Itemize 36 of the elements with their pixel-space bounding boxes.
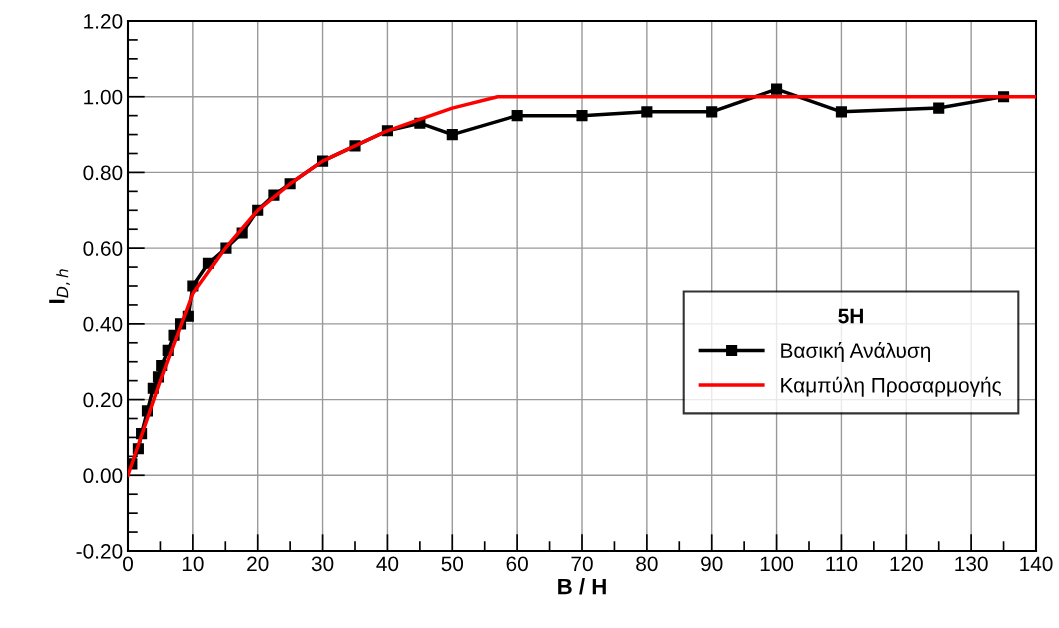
x-tick-label: 70 xyxy=(571,556,593,572)
y-tick-label: 0.60 xyxy=(83,241,123,256)
x-tick-label: 0 xyxy=(123,556,133,572)
point xyxy=(511,110,523,122)
x-tick-label: 30 xyxy=(311,556,334,572)
x-tick-label: 130 xyxy=(955,556,988,572)
x-tick-label: 90 xyxy=(701,556,723,572)
x-tick-label: 120 xyxy=(890,556,923,572)
point xyxy=(446,129,458,141)
legend-label: Καμπύλη Προσαρμογής xyxy=(781,376,1002,397)
x-tick-label: 50 xyxy=(441,556,464,572)
y-tick-label: 0.40 xyxy=(83,316,123,332)
y-tick-label: 0.80 xyxy=(83,165,123,181)
x-tick-label: 100 xyxy=(760,556,794,572)
y-tick-label: 0.00 xyxy=(83,468,123,484)
x-tick-label: 60 xyxy=(506,556,528,572)
x-tick-label: 20 xyxy=(247,556,269,572)
legend-label: Βασική Ανάλυση xyxy=(781,342,931,363)
point xyxy=(576,110,588,122)
legend-title: 5H xyxy=(838,308,863,324)
point xyxy=(835,106,847,118)
y-tick-label: 1.00 xyxy=(84,89,123,105)
x-tick-label: 40 xyxy=(376,556,399,572)
y-tick-label: 0.20 xyxy=(83,392,123,408)
y-tick-label: 1.20 xyxy=(84,14,123,29)
point xyxy=(641,106,653,118)
x-axis-title: B / H xyxy=(558,578,606,595)
x-tick-label: 80 xyxy=(636,556,658,572)
point xyxy=(771,83,783,95)
y-tick-label: -0.20 xyxy=(76,544,123,559)
y-axis-title: I$_{D,h}$ xyxy=(49,269,70,303)
point xyxy=(933,102,945,114)
x-tick-label: 110 xyxy=(826,556,858,572)
x-tick-label: 140 xyxy=(1020,556,1053,572)
point xyxy=(706,106,718,118)
x-tick-label: 10 xyxy=(182,556,204,572)
